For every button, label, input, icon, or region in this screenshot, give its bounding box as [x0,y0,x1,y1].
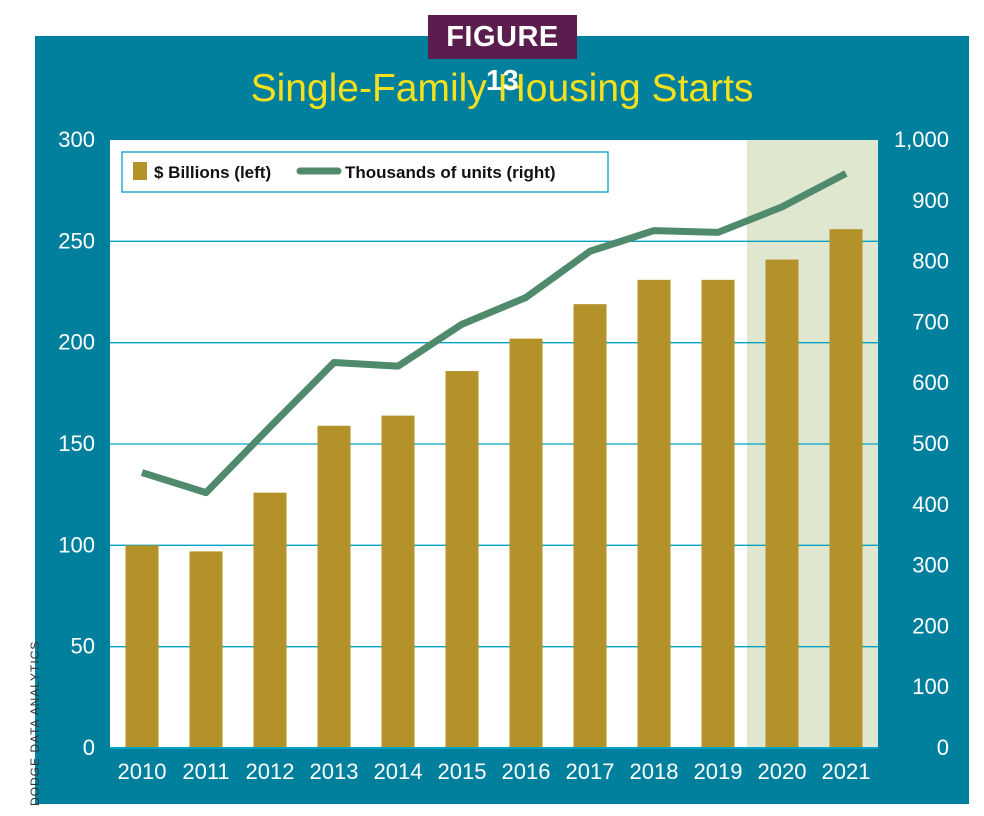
bar [637,279,671,748]
bar [317,425,351,748]
y-tick-label-right: 800 [912,249,949,274]
legend: $ Billions (left) Thousands of units (rig… [121,151,609,193]
x-tick-label: 2010 [118,759,167,784]
y-tick-label-right: 900 [912,188,949,213]
bar [829,229,863,748]
x-tick-label: 2016 [502,759,551,784]
legend-box [121,151,609,193]
x-tick-label: 2018 [630,759,679,784]
y-tick-label-right: 300 [912,553,949,578]
y-tick-label-right: 500 [912,431,949,456]
x-tick-label: 2012 [246,759,295,784]
x-tick-label: 2015 [438,759,487,784]
bar [445,371,479,748]
units-line [140,170,848,497]
bar [381,415,415,748]
bar [253,492,287,748]
y-tick-label-right: 200 [912,613,949,638]
y-tick-label-left: 100 [58,532,95,557]
bar [701,279,735,748]
bar [125,545,159,748]
y-tick-label-left: 200 [58,330,95,355]
legend-swatch-bars [133,162,147,180]
x-tick-label: 2017 [566,759,615,784]
y-tick-label-right: 100 [912,674,949,699]
legend-label-bars: $ Billions (left) [154,163,271,182]
bar-series [125,229,863,748]
y-tick-label-left: 150 [58,431,95,456]
legend-label-line: Thousands of units (right) [345,163,556,182]
bar [765,259,799,748]
bar [509,338,543,748]
y-tick-label-left: 50 [71,634,95,659]
chart-title: Single-Family Housing Starts [250,67,754,110]
y-tick-label-left: 0 [83,735,95,760]
y-tick-label-left: 250 [58,228,95,253]
x-tick-label: 2020 [758,759,807,784]
y-tick-label-right: 600 [912,370,949,395]
y-tick-label-right: 700 [912,309,949,334]
y-tick-label-right: 1,000 [894,127,949,152]
x-tick-label: 2019 [694,759,743,784]
y-tick-label-right: 400 [912,492,949,517]
x-tick-label: 2011 [182,759,229,784]
y-tick-label-left: 300 [58,127,95,152]
line-series [140,170,848,497]
x-tick-label: 2014 [374,759,423,784]
figure-label: FIGURE 13 [428,15,577,97]
x-tick-label: 2021 [822,759,871,784]
x-tick-label: 2013 [310,759,359,784]
axes: 0 50 100 150 200 250 300 0 100 200 300 400 500 600 700… [58,127,949,784]
gridlines [110,240,878,648]
bar [573,304,607,748]
y-tick-label-right: 0 [937,735,949,760]
bar [189,551,223,748]
